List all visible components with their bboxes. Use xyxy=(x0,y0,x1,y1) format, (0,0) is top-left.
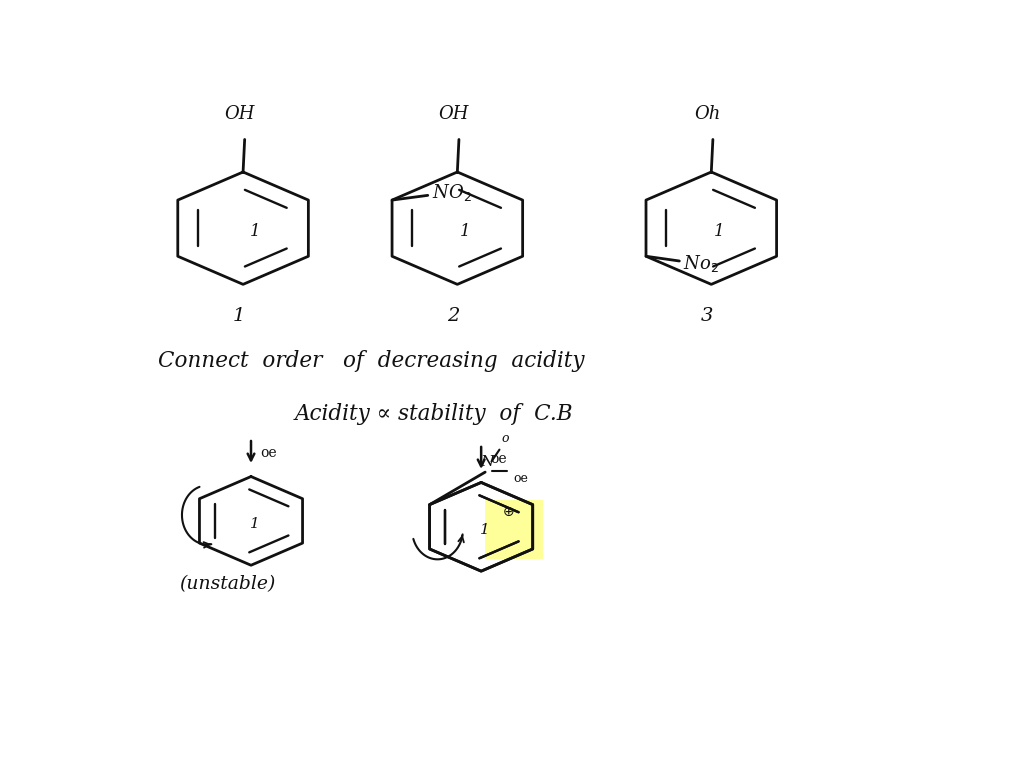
Text: OH: OH xyxy=(438,105,469,123)
Text: 1: 1 xyxy=(714,223,725,240)
Text: Acidity ∝ stability  of  C.B: Acidity ∝ stability of C.B xyxy=(295,403,573,425)
Text: oe: oe xyxy=(260,446,278,460)
Text: Oh: Oh xyxy=(694,105,721,123)
Text: 3: 3 xyxy=(701,307,714,325)
Text: ⊕: ⊕ xyxy=(503,505,515,519)
Text: NO$_2$: NO$_2$ xyxy=(432,182,471,203)
Text: 1: 1 xyxy=(480,523,490,537)
Text: Connect  order   of  decreasing  acidity: Connect order of decreasing acidity xyxy=(158,350,585,372)
Polygon shape xyxy=(485,500,543,559)
Text: o: o xyxy=(502,432,509,445)
Text: OH: OH xyxy=(224,105,254,123)
Text: 2: 2 xyxy=(447,307,460,325)
Text: oe: oe xyxy=(490,452,507,466)
Text: 1: 1 xyxy=(460,223,471,240)
Text: No$_2$: No$_2$ xyxy=(683,253,719,274)
Text: (unstable): (unstable) xyxy=(179,575,275,593)
Text: 1: 1 xyxy=(250,223,260,240)
Text: N: N xyxy=(480,455,494,469)
Text: oe: oe xyxy=(513,472,527,485)
Text: 1: 1 xyxy=(250,517,260,531)
Text: 1: 1 xyxy=(232,307,246,325)
